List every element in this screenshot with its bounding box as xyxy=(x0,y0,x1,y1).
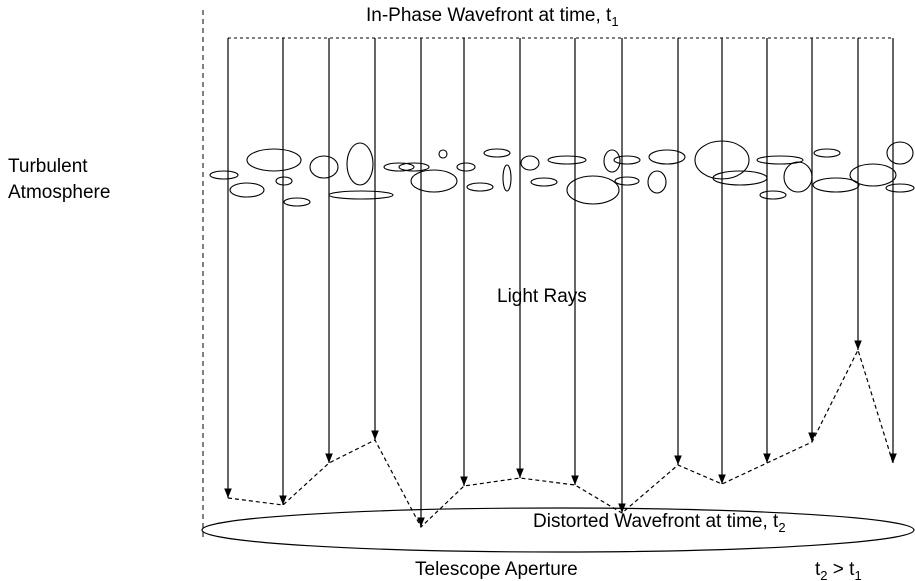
relation: t2 > t1 xyxy=(815,559,862,581)
turbulence-cell xyxy=(603,149,621,173)
relation-b-sub: 1 xyxy=(854,568,861,581)
middle-label: Light Rays xyxy=(497,286,587,307)
left-label-2: Atmosphere xyxy=(8,182,110,203)
turbulence-cell xyxy=(614,176,640,186)
relation-a-sub: 2 xyxy=(820,568,827,581)
turbulence-cell xyxy=(520,155,540,171)
turbulence-cell xyxy=(813,148,841,158)
turbulence-cell xyxy=(383,162,415,172)
relation-a: t xyxy=(815,559,821,580)
turbulence-cell xyxy=(466,182,494,192)
turbulence-cell xyxy=(328,190,394,200)
bottom-label: Distorted Wavefront at time, t2 xyxy=(533,511,786,535)
turbulence-cell xyxy=(613,155,641,165)
left-label-1: Turbulent xyxy=(8,156,88,177)
turbulence-cell xyxy=(309,155,339,179)
turbulence-cell xyxy=(246,148,302,172)
light-rays xyxy=(224,38,897,527)
turbulence-cells xyxy=(209,140,915,207)
turbulence-cell xyxy=(849,163,897,187)
relation-op: > t xyxy=(828,559,856,580)
turbulence-cell xyxy=(410,169,458,193)
top-label-sub: 1 xyxy=(611,14,618,29)
turbulence-cell xyxy=(275,176,293,186)
turbulence-cell xyxy=(229,182,265,198)
turbulence-cell xyxy=(398,162,430,172)
turbulence-cell xyxy=(530,177,558,187)
turbulence-cell xyxy=(483,148,511,158)
turbulence-cell xyxy=(756,155,804,165)
turbulence-cell xyxy=(346,142,374,186)
bottom-label-text: Distorted Wavefront at time, t xyxy=(533,511,779,532)
bottom-label-sub: 2 xyxy=(778,520,785,535)
turbulence-cell xyxy=(885,183,915,193)
turbulence-cell xyxy=(547,155,587,165)
top-label-text: In-Phase Wavefront at time, t xyxy=(366,5,612,26)
turbulence-cell xyxy=(712,170,768,186)
turbulence-cell xyxy=(886,141,914,165)
turbulence-cell xyxy=(759,190,787,200)
aperture-label: Telescope Aperture xyxy=(415,559,578,580)
turbulence-cell xyxy=(647,170,667,194)
distorted-wavefront xyxy=(227,348,894,528)
turbulence-cell xyxy=(502,164,512,192)
turbulence-cell xyxy=(438,149,448,159)
top-label: In-Phase Wavefront at time, t1 xyxy=(366,5,619,29)
turbulence-cell xyxy=(783,161,813,193)
turbulence-cell xyxy=(648,149,686,165)
turbulence-cell xyxy=(694,140,750,180)
turbulence-cell xyxy=(209,170,239,180)
turbulence-cell xyxy=(812,177,860,193)
turbulence-cell xyxy=(456,162,476,172)
turbulence-cell xyxy=(566,175,620,205)
telescope-aperture xyxy=(201,507,915,553)
turbulence-cell xyxy=(283,197,311,207)
